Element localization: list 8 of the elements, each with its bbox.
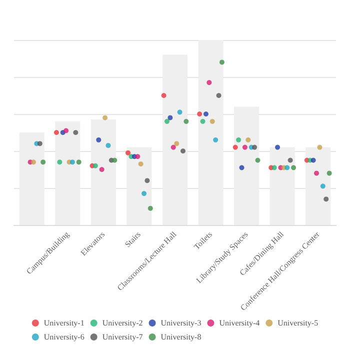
legend-label: University-2 (102, 318, 143, 328)
legend-label: University-3 (160, 318, 202, 328)
legend-label: University-1 (44, 318, 84, 328)
legend-label: University-5 (278, 318, 318, 328)
legend-label: University-6 (44, 332, 84, 342)
legend-label: University-8 (160, 332, 202, 342)
legend-label: University-7 (102, 332, 143, 342)
legend-label: University-4 (219, 318, 260, 328)
